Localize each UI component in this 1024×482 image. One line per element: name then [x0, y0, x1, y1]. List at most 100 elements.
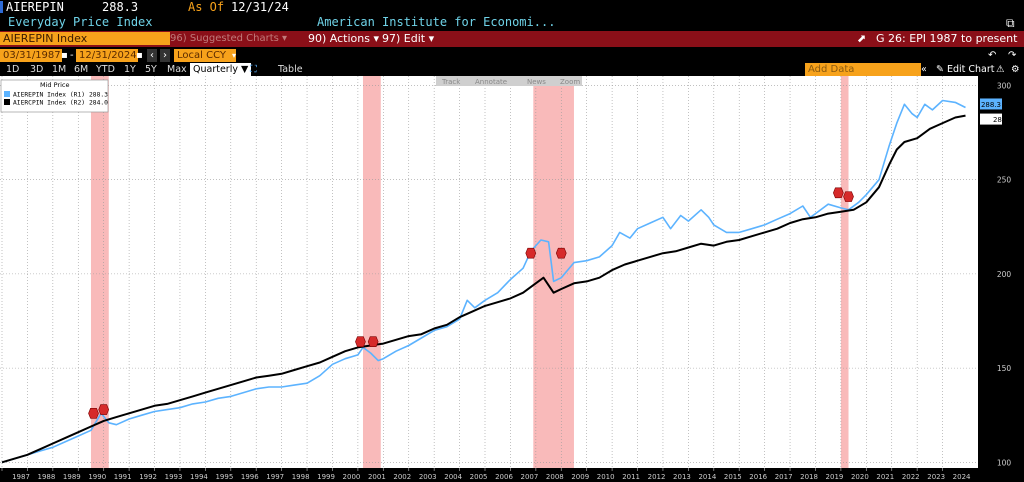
x-tick-label: 2004	[444, 473, 462, 481]
last-value-tag-0	[980, 98, 1002, 110]
period-5y[interactable]: 5Y	[145, 64, 157, 75]
start-calendar-icon[interactable]: ▪	[61, 50, 68, 61]
x-tick-label: 1989	[63, 473, 81, 481]
table-button[interactable]: Table	[278, 64, 303, 75]
period-1m[interactable]: 1M	[52, 64, 67, 75]
legend-value-1: 288.3	[89, 92, 108, 99]
action-toolbar: AIEREPIN Index 96) Suggested Charts ▾ 90…	[0, 31, 1024, 47]
last-value-label-1: 284.0	[993, 116, 1013, 124]
actions-label: Actions	[329, 32, 370, 45]
x-tick-label: 1990	[88, 473, 106, 481]
end-calendar-icon[interactable]: ▪	[136, 50, 143, 61]
recession-marker-6	[833, 187, 844, 199]
suggested-label: Suggested Charts	[189, 33, 279, 44]
publisher-name: American Institute for Economi...	[317, 15, 556, 29]
x-tick-label: 2003	[419, 473, 437, 481]
x-tick-label: 2009	[571, 473, 589, 481]
add-data-input[interactable]: Add Data	[805, 63, 921, 76]
period-max[interactable]: Max	[167, 64, 187, 75]
x-tick-label: 1998	[292, 473, 310, 481]
currency-field[interactable]: Local CCY	[174, 49, 236, 62]
price-chart[interactable]: 1987 1988 1989 1990 1991 1992 1993 1994 1995 1996…	[0, 76, 1024, 482]
x-tick-label: 2017	[775, 473, 793, 481]
range-dash: -	[70, 50, 74, 61]
news-tool[interactable]: News	[527, 78, 546, 86]
start-date-field[interactable]: 03/31/1987	[0, 49, 62, 62]
edit-chart-button[interactable]: ✎ Edit Chart	[936, 64, 995, 75]
x-tick-label: 2023	[927, 473, 945, 481]
y-tick-label: 200	[997, 270, 1012, 279]
edit-chart-label: Edit Chart	[946, 64, 995, 75]
alert-icon[interactable]: ⚠	[996, 64, 1005, 75]
popout-icon[interactable]: ⬈	[857, 32, 867, 45]
x-tick-label: 2011	[622, 473, 640, 481]
edit-num: 97	[382, 32, 396, 45]
undo-icon[interactable]: ↶	[988, 50, 997, 61]
x-tick-label: 2008	[546, 473, 564, 481]
x-tick-label: 2005	[470, 473, 488, 481]
y-tick-label: 250	[997, 176, 1012, 185]
x-tick-label: 1987	[12, 473, 30, 481]
x-tick-label: 2012	[648, 473, 666, 481]
collapse-icon[interactable]: «	[921, 64, 927, 75]
legend-swatch-2	[4, 99, 10, 105]
expand-icon[interactable]: ⧉	[1006, 16, 1015, 30]
last-value-tag-1	[980, 113, 1002, 125]
x-tick-label: 1995	[215, 473, 233, 481]
x-tick-label: 2024	[953, 473, 971, 481]
frequency-label: Quarterly	[193, 64, 238, 75]
legend-label-2: AIERCPIN Index (R2)	[13, 100, 85, 107]
x-tick-label: 2002	[393, 473, 411, 481]
x-tick-label: 1992	[139, 473, 157, 481]
frequency-select[interactable]: Quarterly ▼	[190, 63, 252, 76]
x-tick-label: 1993	[165, 473, 183, 481]
suggested-num: 96	[170, 33, 183, 44]
last-value: 288.3	[102, 0, 139, 14]
header-row: AIEREPIN 288.3 As Of 12/31/24	[0, 0, 1024, 15]
next-icon[interactable]: ›	[160, 49, 170, 62]
track-tool[interactable]: Track	[441, 78, 461, 86]
x-tick-label: 2022	[902, 473, 920, 481]
recession-band-0	[90, 76, 109, 468]
x-tick-label: 2019	[826, 473, 844, 481]
security-field[interactable]: AIEREPIN Index	[0, 32, 170, 45]
actions-num: 90	[308, 32, 322, 45]
settings-icon[interactable]: ⚙	[1011, 64, 1020, 75]
period-row: 1D 3D 1M 6M YTD 1Y 5Y Max Quarterly ▼ ⛶ …	[0, 63, 1024, 76]
as-of-date[interactable]: 12/31/24	[231, 0, 289, 14]
currency-dropdown-icon[interactable]: ▾	[232, 51, 237, 60]
line-chart-icon[interactable]: ⛶	[250, 64, 257, 75]
end-date-field[interactable]: 12/31/2024	[76, 49, 138, 62]
actions-button[interactable]: 90) Actions ▾	[308, 32, 380, 45]
security-name: Everyday Price Index	[8, 15, 153, 29]
period-1y[interactable]: 1Y	[124, 64, 136, 75]
x-tick-label: 2014	[698, 473, 716, 481]
x-tick-label: 1996	[241, 473, 259, 481]
recession-band-1	[362, 76, 381, 468]
zoom-tool[interactable]: Zoom	[560, 78, 580, 86]
date-range-row: 03/31/1987 ▪ - 12/31/2024 ▪ ‹ › Local CC…	[0, 47, 1024, 63]
ticker[interactable]: AIEREPIN	[6, 0, 64, 14]
recession-marker-1	[98, 404, 110, 415]
suggested-charts-button[interactable]: 96) Suggested Charts ▾	[170, 33, 288, 44]
y-tick-label: 150	[997, 364, 1012, 373]
recession-band-3	[840, 76, 849, 468]
edit-label: Edit	[403, 32, 426, 45]
recession-marker-3	[367, 336, 379, 348]
recession-marker-4	[525, 247, 537, 259]
period-3d[interactable]: 3D	[30, 64, 44, 75]
x-tick-label: 2013	[673, 473, 691, 481]
x-tick-label: 2016	[749, 473, 767, 481]
x-tick-label: 2010	[597, 473, 615, 481]
edit-button[interactable]: 97) Edit ▾	[382, 32, 435, 45]
period-1d[interactable]: 1D	[6, 64, 20, 75]
y-axis-area	[978, 76, 1024, 468]
recession-band-2	[533, 76, 574, 468]
x-tick-label: 2020	[851, 473, 869, 481]
prev-icon[interactable]: ‹	[147, 49, 157, 62]
legend: Mid Price AIEREPIN Index (R1) 288.3 AIER…	[0, 79, 109, 113]
period-ytd[interactable]: YTD	[96, 64, 115, 75]
annotate-tool[interactable]: Annotate	[475, 78, 507, 86]
period-6m[interactable]: 6M	[74, 64, 89, 75]
redo-icon[interactable]: ↷	[1008, 50, 1017, 61]
